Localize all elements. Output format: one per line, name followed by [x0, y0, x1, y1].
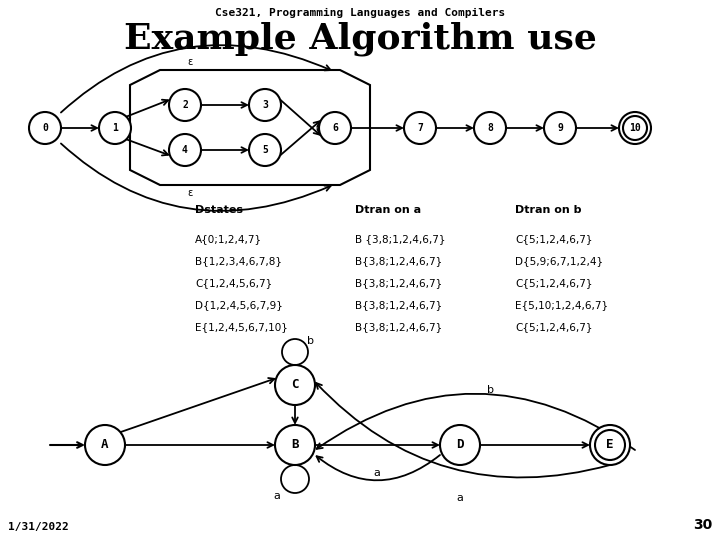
Text: 4: 4: [182, 145, 188, 155]
Text: C{5;1,2,4,6,7}: C{5;1,2,4,6,7}: [515, 322, 593, 332]
Circle shape: [474, 112, 506, 144]
Text: B{3,8;1,2,4,6,7}: B{3,8;1,2,4,6,7}: [355, 255, 442, 266]
Text: 9: 9: [557, 123, 563, 133]
Text: D{5,9;6,7,1,2,4}: D{5,9;6,7,1,2,4}: [515, 255, 603, 266]
Circle shape: [85, 425, 125, 465]
Circle shape: [249, 134, 281, 166]
Text: E{5,10;1,2,4,6,7}: E{5,10;1,2,4,6,7}: [515, 300, 608, 309]
Text: 8: 8: [487, 123, 493, 133]
Circle shape: [275, 425, 315, 465]
Text: C: C: [292, 379, 299, 392]
Text: 3: 3: [262, 100, 268, 110]
Text: B{3,8;1,2,4,6,7}: B{3,8;1,2,4,6,7}: [355, 300, 442, 309]
Circle shape: [440, 425, 480, 465]
Text: E{1,2,4,5,6,7,10}: E{1,2,4,5,6,7,10}: [195, 322, 288, 332]
Text: C{5;1,2,4,6,7}: C{5;1,2,4,6,7}: [515, 278, 593, 288]
Circle shape: [544, 112, 576, 144]
Text: 2: 2: [182, 100, 188, 110]
Text: a: a: [274, 491, 280, 501]
Text: a: a: [456, 493, 464, 503]
Text: B: B: [292, 438, 299, 451]
Text: A: A: [102, 438, 109, 451]
Text: 1: 1: [112, 123, 118, 133]
Text: 10: 10: [629, 123, 641, 133]
Circle shape: [29, 112, 61, 144]
Text: B{3,8;1,2,4,6,7}: B{3,8;1,2,4,6,7}: [355, 322, 442, 332]
Text: A{0;1,2,4,7}: A{0;1,2,4,7}: [195, 234, 262, 244]
Text: B {3,8;1,2,4,6,7}: B {3,8;1,2,4,6,7}: [355, 234, 446, 244]
Text: B{3,8;1,2,4,6,7}: B{3,8;1,2,4,6,7}: [355, 278, 442, 288]
Text: b: b: [307, 336, 313, 346]
Text: Example Algorithm use: Example Algorithm use: [124, 22, 596, 57]
Text: C{5;1,2,4,6,7}: C{5;1,2,4,6,7}: [515, 234, 593, 244]
Text: D: D: [456, 438, 464, 451]
Text: 6: 6: [332, 123, 338, 133]
Text: D{1,2,4,5,6,7,9}: D{1,2,4,5,6,7,9}: [195, 300, 283, 309]
Circle shape: [404, 112, 436, 144]
Text: C{1,2,4,5,6,7}: C{1,2,4,5,6,7}: [195, 278, 272, 288]
Text: Cse321, Programming Languages and Compilers: Cse321, Programming Languages and Compil…: [215, 8, 505, 18]
Text: Dtran on a: Dtran on a: [355, 205, 421, 215]
Text: 30: 30: [693, 518, 712, 532]
Circle shape: [169, 89, 201, 121]
Text: 7: 7: [417, 123, 423, 133]
Circle shape: [99, 112, 131, 144]
Text: 5: 5: [262, 145, 268, 155]
Circle shape: [319, 112, 351, 144]
Circle shape: [275, 365, 315, 405]
Text: 1/31/2022: 1/31/2022: [8, 522, 68, 532]
Text: B{1,2,3,4,6,7,8}: B{1,2,3,4,6,7,8}: [195, 255, 282, 266]
Text: b: b: [487, 385, 493, 395]
Circle shape: [619, 112, 651, 144]
Text: Dstates: Dstates: [195, 205, 243, 215]
Text: ε: ε: [187, 57, 193, 67]
Text: E: E: [606, 438, 613, 451]
Circle shape: [590, 425, 630, 465]
Text: a: a: [374, 468, 380, 478]
Text: ε: ε: [187, 188, 193, 198]
Text: Dtran on b: Dtran on b: [515, 205, 582, 215]
Circle shape: [249, 89, 281, 121]
Text: 0: 0: [42, 123, 48, 133]
Circle shape: [169, 134, 201, 166]
